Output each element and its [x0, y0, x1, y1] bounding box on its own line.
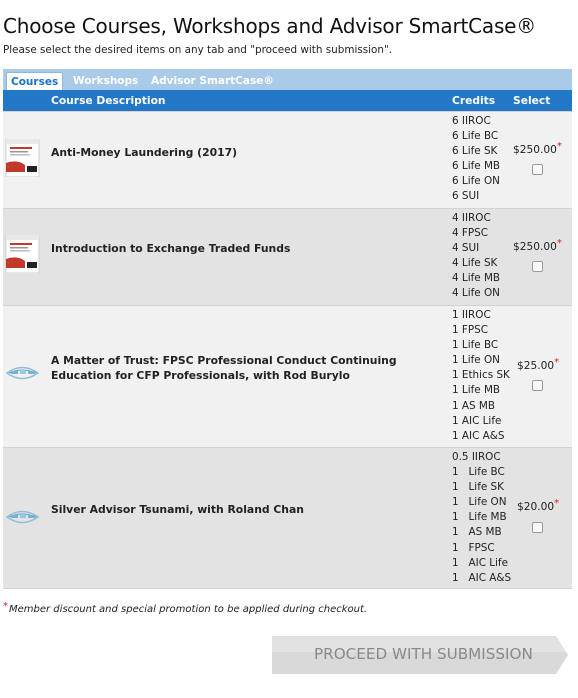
tab-advisor-smartcase[interactable]: Advisor SmartCase® — [151, 75, 274, 87]
credit-item: 1 Life BC — [452, 339, 499, 352]
book-cover-icon — [5, 139, 40, 177]
course-select-checkbox[interactable] — [532, 380, 543, 391]
credits-list: 1 IIROC 1 FPSC 1 Life BC 1 Life ON 1 Eth… — [452, 308, 522, 444]
discount-asterisk: * — [556, 141, 562, 152]
footnote-text: Member discount and special promotion to… — [9, 604, 368, 615]
credit-item: 1 Life ON — [452, 496, 507, 509]
price-value: $250.00 — [513, 241, 557, 253]
credit-item: 1 IIROC — [452, 309, 491, 321]
credit-item: 1 Life MB — [452, 511, 507, 524]
credit-item: 1 FPSC — [452, 324, 489, 337]
book-cover-icon — [5, 235, 40, 273]
credit-item: 1 AIC A&S — [452, 429, 505, 442]
credits-list: 0.5 IIROC 1 Life BC 1 Life SK 1 Life ON … — [452, 450, 522, 586]
table-row: Silver Advisor Tsunami, with Roland Chan… — [3, 447, 572, 589]
table-header: Course Description Credits Select — [3, 90, 572, 111]
course-name: Anti-Money Laundering (2017) — [51, 146, 238, 159]
credit-item: 4 SUI — [452, 242, 480, 255]
course-price: $250.00* — [513, 141, 562, 156]
arrow-button-shape — [272, 636, 568, 674]
footnote: *Member discount and special promotion t… — [3, 601, 368, 615]
credit-item: 4 Life SK — [452, 257, 498, 270]
header-course-description: Course Description — [51, 94, 166, 107]
credits-list: 4 IIROC 4 FPSC 4 SUI 4 Life SK 4 Life MB… — [452, 211, 522, 302]
discount-asterisk: * — [554, 357, 560, 368]
credit-item: 4 Life MB — [452, 272, 501, 285]
credit-item: 1 Life MB — [452, 384, 501, 397]
credit-item: 1 Ethics SK — [452, 369, 510, 382]
partner-logo-icon — [5, 510, 40, 524]
page-title: Choose Courses, Workshops and Advisor Sm… — [3, 14, 537, 38]
credit-item: 1 AIC A&S — [452, 571, 512, 584]
credit-item: 1 Life BC — [452, 466, 505, 479]
course-name: Silver Advisor Tsunami, with Roland Chan — [51, 503, 304, 516]
table-row: A Matter of Trust: FPSC Professional Con… — [3, 305, 572, 447]
course-name: Introduction to Exchange Traded Funds — [51, 242, 291, 255]
credit-item: 4 FPSC — [452, 227, 489, 240]
credit-item: 1 Life ON — [452, 354, 500, 367]
credit-item: 6 SUI — [452, 190, 480, 203]
proceed-label: PROCEED WITH SUBMISSION — [314, 645, 533, 663]
course-price: $250.00* — [513, 238, 562, 253]
credits-list: 6 IIROC 6 Life BC 6 Life SK 6 Life MB 6 … — [452, 114, 522, 205]
credit-item: 1 FPSC — [452, 541, 495, 554]
course-select-checkbox[interactable] — [532, 164, 543, 175]
footnote-asterisk: * — [3, 601, 8, 612]
course-select-checkbox[interactable] — [532, 261, 543, 272]
page-subtitle: Please select the desired items on any t… — [3, 44, 393, 56]
proceed-with-submission-button[interactable]: PROCEED WITH SUBMISSION — [272, 636, 568, 674]
price-value: $25.00 — [517, 360, 555, 372]
credit-item: 6 IIROC — [452, 115, 491, 127]
course-select-checkbox[interactable] — [532, 522, 543, 533]
credit-item: 4 Life ON — [452, 287, 500, 300]
credit-item: 1 AS MB — [452, 526, 502, 539]
credit-item: 6 Life MB — [452, 160, 501, 173]
tab-courses[interactable]: Courses — [6, 72, 64, 91]
credit-item: 0.5 IIROC — [452, 451, 501, 463]
credit-item: 1 AIC Life — [452, 556, 508, 569]
table-row: Anti-Money Laundering (2017) 6 IIROC 6 L… — [3, 111, 572, 208]
price-value: $20.00 — [517, 501, 555, 513]
course-price: $25.00* — [517, 357, 560, 372]
credit-item: 6 Life ON — [452, 175, 500, 188]
header-select: Select — [513, 94, 551, 107]
credit-item: 6 Life SK — [452, 145, 498, 158]
credit-item: 1 AS MB — [452, 399, 496, 412]
tab-workshops[interactable]: Workshops — [73, 75, 139, 87]
discount-asterisk: * — [556, 238, 562, 249]
credit-item: 1 AIC Life — [452, 414, 502, 427]
credit-item: 1 Life SK — [452, 481, 504, 494]
course-price: $20.00* — [517, 498, 560, 513]
tab-bar: Courses Workshops Advisor SmartCase® — [3, 69, 572, 91]
header-credits: Credits — [452, 94, 496, 107]
credit-item: 6 Life BC — [452, 130, 499, 143]
credit-item: 4 IIROC — [452, 212, 491, 224]
discount-asterisk: * — [554, 498, 560, 509]
partner-logo-icon — [5, 366, 40, 380]
table-row: Introduction to Exchange Traded Funds 4 … — [3, 208, 572, 305]
price-value: $250.00 — [513, 144, 557, 156]
course-name: A Matter of Trust: FPSC Professional Con… — [51, 354, 397, 382]
